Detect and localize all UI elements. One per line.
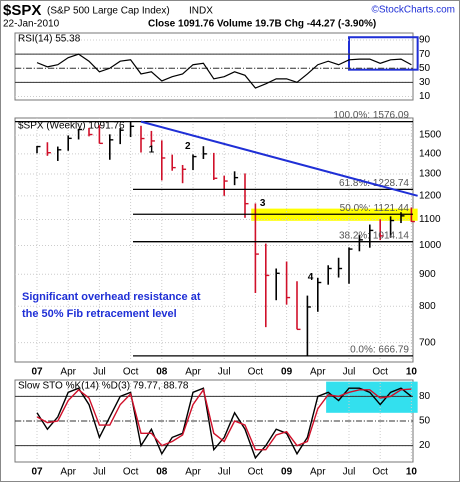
- x-tick-label: Apr: [310, 467, 326, 478]
- panel-title: Slow STO %K(14) %D(3) 79.77, 88.78: [18, 381, 189, 392]
- copyright: ©StockCharts.com: [371, 5, 455, 16]
- y-tick-label: 1200: [419, 190, 442, 201]
- y-tick-label: 1500: [419, 130, 442, 141]
- symbol: $SPX: [3, 2, 41, 19]
- fib-label: 38.2%: 1014.14: [339, 230, 409, 241]
- wave-label: 2: [185, 141, 191, 152]
- x-tick-label: Jul: [93, 367, 106, 378]
- y-tick-label: 10: [419, 91, 431, 102]
- x-tick-label: 10: [406, 367, 418, 378]
- y-tick-label: 900: [419, 269, 436, 280]
- annotation: Significant overhead resistance at: [22, 291, 201, 303]
- y-tick-label: 1400: [419, 148, 442, 159]
- fib-label: 100.0%: 1576.09: [333, 110, 409, 121]
- y-tick-label: 90: [419, 35, 431, 46]
- data-line: [36, 387, 412, 460]
- x-tick-label: Apr: [185, 467, 201, 478]
- x-tick-label: Jul: [218, 467, 231, 478]
- y-tick-label: 50: [419, 416, 431, 427]
- x-tick-label: Apr: [310, 367, 326, 378]
- panel: [14, 32, 414, 101]
- exchange: INDX: [189, 6, 213, 17]
- x-tick-label: 09: [281, 367, 293, 378]
- trendline: [140, 120, 418, 197]
- y-tick-label: 20: [419, 440, 431, 451]
- x-tick-label: Oct: [123, 467, 139, 478]
- x-tick-label: 10: [406, 467, 418, 478]
- x-tick-label: Oct: [123, 367, 139, 378]
- data-line: [36, 388, 412, 451]
- x-tick-label: Apr: [60, 467, 76, 478]
- x-tick-label: Oct: [372, 467, 388, 478]
- x-tick-label: 09: [281, 467, 293, 478]
- x-tick-label: Apr: [60, 367, 76, 378]
- x-tick-label: 07: [31, 367, 43, 378]
- y-tick-label: 80: [419, 391, 431, 402]
- y-tick-label: 1000: [419, 240, 442, 251]
- x-tick-label: Oct: [248, 367, 264, 378]
- x-tick-label: 07: [31, 467, 43, 478]
- wave-label: 4: [308, 272, 314, 283]
- quote: Close 1091.76 Volume 19.7B Chg -44.27 (-…: [148, 19, 376, 30]
- x-tick-label: Jul: [218, 367, 231, 378]
- fib-label: 50.0%: 1121.44: [340, 203, 410, 214]
- x-tick-label: Jul: [93, 467, 106, 478]
- x-tick-label: Jul: [343, 467, 356, 478]
- data-line: [36, 53, 412, 89]
- highlight-box: [326, 381, 418, 413]
- fib-label: 0.0%: 666.79: [350, 345, 409, 356]
- price-legend: $SPX (Weekly) 1091.76: [18, 121, 125, 132]
- x-tick-label: 08: [156, 367, 168, 378]
- x-tick-label: 08: [156, 467, 168, 478]
- x-tick-label: Apr: [185, 367, 201, 378]
- wave-label: 1: [149, 145, 155, 156]
- date: 22-Jan-2010: [3, 19, 60, 30]
- highlight-box: [348, 36, 419, 71]
- index-name: (S&P 500 Large Cap Index): [47, 6, 170, 17]
- x-tick-label: Oct: [248, 467, 264, 478]
- x-tick-label: Oct: [372, 367, 388, 378]
- y-tick-label: 30: [419, 77, 431, 88]
- y-tick-label: 1100: [419, 214, 441, 225]
- wave-label: 3: [260, 198, 266, 209]
- x-tick-label: Jul: [343, 367, 356, 378]
- y-tick-label: 800: [419, 301, 436, 312]
- panel-title: RSI(14) 55.38: [18, 34, 81, 45]
- y-tick-label: 70: [419, 49, 431, 60]
- y-tick-label: 1300: [419, 169, 442, 180]
- y-tick-label: 50: [419, 63, 431, 74]
- y-tick-label: 700: [419, 337, 436, 348]
- annotation: the 50% Fib retracement level: [22, 308, 177, 320]
